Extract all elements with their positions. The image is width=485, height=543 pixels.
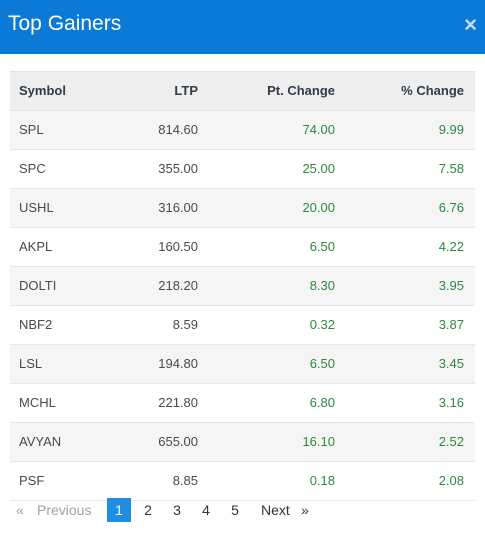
row-symbol: PSF [19,473,45,488]
row-pct-change: 2.52 [438,434,464,449]
table-row[interactable]: DOLTI 218.20 8.30 3.95 [10,267,475,306]
page-4-button[interactable]: 4 [202,502,210,518]
row-ltp: 814.60 [158,122,198,137]
row-pt-change: 6.50 [309,239,335,254]
first-page-icon: « [16,502,24,518]
modal-header: Top Gainers × [0,0,485,54]
column-header-symbol[interactable]: Symbol [19,83,66,98]
row-pct-change: 6.76 [438,200,464,215]
table-row[interactable]: SPL 814.60 74.00 9.99 [10,111,475,150]
modal-title: Top Gainers [8,12,122,35]
close-icon[interactable]: × [464,12,477,37]
page-2-button[interactable]: 2 [144,502,152,518]
row-ltp: 8.59 [172,317,198,332]
row-ltp: 655.00 [158,434,198,449]
row-pct-change: 7.58 [438,161,464,176]
row-pt-change: 20.00 [302,200,335,215]
row-ltp: 218.20 [158,278,198,293]
row-ltp: 194.80 [158,356,198,371]
table-header: Symbol LTP Pt. Change % Change [10,72,475,111]
column-header-pt-change[interactable]: Pt. Change [267,83,335,98]
row-pt-change: 8.30 [309,278,335,293]
row-pt-change: 16.10 [302,434,335,449]
row-pt-change: 25.00 [302,161,335,176]
row-pct-change: 4.22 [438,239,464,254]
row-pct-change: 3.45 [438,356,464,371]
next-page-button[interactable]: Next [261,502,290,518]
table-row[interactable]: SPC 355.00 25.00 7.58 [10,150,475,189]
row-pt-change: 74.00 [302,122,335,137]
page-1-button[interactable]: 1 [107,498,131,522]
previous-page-button: Previous [37,502,92,518]
table-row[interactable]: AVYAN 655.00 16.10 2.52 [10,423,475,462]
row-ltp: 221.80 [158,395,198,410]
row-symbol: SPC [19,161,46,176]
row-pt-change: 0.32 [309,317,335,332]
page-3-button[interactable]: 3 [173,502,181,518]
table-row[interactable]: MCHL 221.80 6.80 3.16 [10,384,475,423]
pagination: « Previous 1 2 3 4 5 Next » [10,498,475,522]
row-pt-change: 6.50 [309,356,335,371]
row-symbol: DOLTI [19,278,57,293]
row-ltp: 355.00 [158,161,198,176]
table-row[interactable]: USHL 316.00 20.00 6.76 [10,189,475,228]
row-pct-change: 3.87 [438,317,464,332]
column-header-pct-change[interactable]: % Change [401,83,464,98]
row-pct-change: 3.16 [438,395,464,410]
row-pt-change: 6.80 [309,395,335,410]
table-row[interactable]: NBF2 8.59 0.32 3.87 [10,306,475,345]
page-5-button[interactable]: 5 [231,502,239,518]
row-pct-change: 3.95 [438,278,464,293]
last-page-icon[interactable]: » [301,502,309,518]
row-symbol: NBF2 [19,317,53,332]
row-ltp: 160.50 [158,239,198,254]
row-pct-change: 2.08 [438,473,464,488]
row-symbol: MCHL [19,395,56,410]
row-pt-change: 0.18 [309,473,335,488]
row-pct-change: 9.99 [438,122,464,137]
row-ltp: 8.85 [172,473,198,488]
row-symbol: LSL [19,356,43,371]
row-symbol: AKPL [19,239,53,254]
table-row[interactable]: PSF 8.85 0.18 2.08 [10,462,475,501]
column-header-ltp[interactable]: LTP [174,83,198,98]
row-symbol: SPL [19,122,44,137]
gainers-table: Symbol LTP Pt. Change % Change SPL 814.60… [10,71,475,501]
table-row[interactable]: LSL 194.80 6.50 3.45 [10,345,475,384]
table-row[interactable]: AKPL 160.50 6.50 4.22 [10,228,475,267]
row-ltp: 316.00 [158,200,198,215]
table-body: SPL 814.60 74.00 9.99 SPC 355.00 25.00 7.58 USHL… [10,111,475,501]
row-symbol: AVYAN [19,434,62,449]
row-symbol: USHL [19,200,54,215]
